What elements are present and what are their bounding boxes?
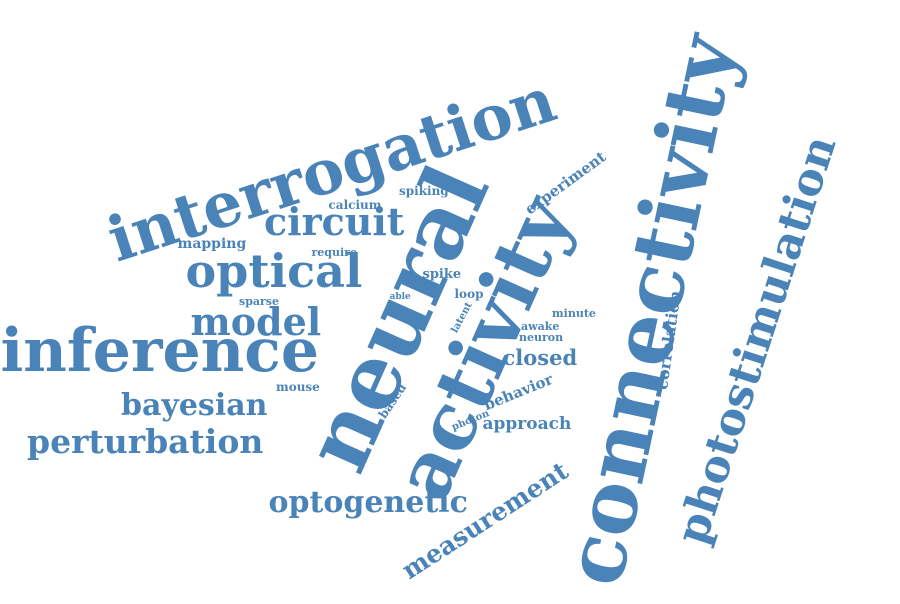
word-circuit: circuit xyxy=(264,199,405,244)
word-minute: minute xyxy=(552,306,596,320)
word-awake: awake xyxy=(521,319,560,333)
word-perturbation: perturbation xyxy=(27,421,264,461)
word-closed: closed xyxy=(502,344,578,370)
word-spiking: spiking xyxy=(399,184,449,198)
word-approach: approach xyxy=(482,413,572,434)
word-inference: inference xyxy=(0,316,320,386)
word-mapping: mapping xyxy=(177,236,247,252)
word-able: able xyxy=(389,291,411,302)
word-model: model xyxy=(190,299,322,344)
word-mouse: mouse xyxy=(276,380,320,394)
word-bayesian: bayesian xyxy=(121,388,268,423)
word-require: require xyxy=(311,245,357,259)
word-spike: spike xyxy=(422,266,462,282)
word-loop: loop xyxy=(454,287,484,301)
word-sparse: sparse xyxy=(239,294,279,308)
word-calcium: calcium xyxy=(328,198,382,212)
word-neuron: neuron xyxy=(519,330,564,344)
word-optical: optical xyxy=(185,244,363,298)
word-experiment: experiment xyxy=(520,147,609,218)
word-optogenetic: optogenetic xyxy=(268,485,468,520)
